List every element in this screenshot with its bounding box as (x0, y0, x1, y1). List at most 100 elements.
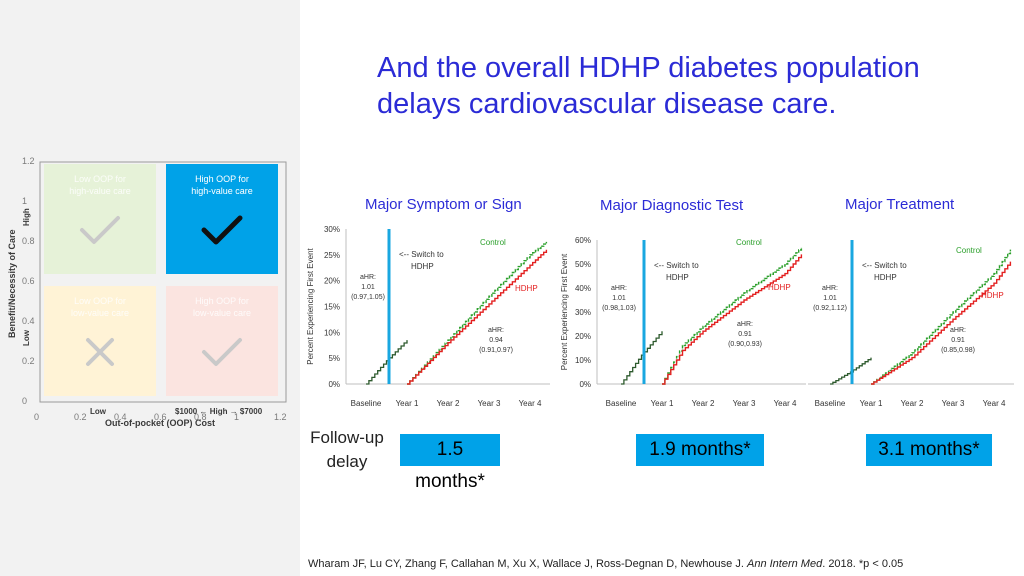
x-icon (86, 338, 114, 366)
quadrant-x-tick: 0 (34, 412, 39, 422)
x-tick-label: Year 3 (942, 399, 965, 408)
y-tick-label: 25% (324, 251, 340, 260)
x-tick-label: Year 4 (774, 399, 797, 408)
ahr-pre: (0.98,1.03) (602, 305, 636, 312)
delay-badge-treatment: 3.1 months* (866, 434, 992, 466)
ahr-post: aHR: (737, 321, 753, 328)
switch-label: <-- Switch to (654, 261, 699, 270)
y-tick-label: 40% (575, 284, 591, 293)
y-tick-label: 0% (579, 380, 591, 389)
x-tick-label: Year 2 (692, 399, 715, 408)
y-tick-label: 5% (328, 354, 340, 363)
ahr-pre: aHR: (360, 274, 376, 281)
switch-label: <-- Switch to (399, 250, 444, 259)
chart-title-symptom: Major Symptom or Sign (365, 196, 522, 213)
x-tick-label: Baseline (815, 399, 846, 408)
hdhp-series (407, 249, 548, 385)
hdhp-series (662, 254, 803, 385)
y-tick-label: 50% (575, 260, 591, 269)
switch-label-2: HDHP (666, 273, 689, 282)
baseline-series (366, 340, 408, 385)
check-icon (202, 338, 242, 366)
x-tick-label: Year 1 (396, 399, 419, 408)
quadrant-y-axis-label: Benefit/Necessity of Care (7, 229, 17, 338)
ahr-post: 0.91 (738, 331, 752, 338)
quadrant-y-tick: 1.2 (22, 156, 35, 166)
quadrant-box (166, 286, 278, 396)
quadrant-x-tick: 0.4 (114, 412, 127, 422)
quadrant-box (44, 164, 156, 274)
y-tick-label: 20% (324, 277, 340, 286)
control-series (662, 247, 803, 385)
quadrant-y-high: High (22, 208, 31, 226)
ahr-post: (0.85,0.98) (941, 347, 975, 354)
ahr-pre: aHR: (822, 285, 838, 292)
quadrant-x-high: $1000 ← High → $7000 (175, 407, 263, 416)
legend-hdhp: HDHP (515, 284, 538, 293)
y-tick-label: 0% (328, 380, 340, 389)
x-tick-label: Year 2 (437, 399, 460, 408)
x-tick-label: Year 3 (733, 399, 756, 408)
quadrant-box-label: Low OOP for (74, 296, 126, 306)
hdhp-series (871, 261, 1012, 385)
quadrant-box (166, 164, 278, 274)
ahr-pre: (0.92,1.12) (813, 305, 847, 312)
y-tick-label: 60% (575, 236, 591, 245)
ahr-post: 0.91 (951, 337, 965, 344)
slide-title: And the overall HDHP diabetes population… (377, 52, 920, 120)
delay-badge-diagnostic: 1.9 months* (636, 434, 764, 466)
quadrant-x-tick: 1 (234, 412, 239, 422)
check-icon (201, 215, 243, 245)
ahr-pre: 1.01 (361, 284, 375, 291)
x-tick-label: Baseline (606, 399, 637, 408)
y-tick-label: 20% (575, 332, 591, 341)
quadrant-x-tick: 0.2 (74, 412, 87, 422)
quadrant-y-tick: 0.8 (22, 236, 35, 246)
quadrant-box-label: high-value care (191, 186, 253, 196)
legend-control: Control (480, 238, 506, 247)
quadrant-x-low: Low (90, 407, 107, 416)
ahr-post: 0.94 (489, 337, 503, 344)
y-tick-label: 30% (575, 308, 591, 317)
follow-up-delay-label: Follow-up delay (310, 428, 384, 471)
switch-label: <-- Switch to (862, 261, 907, 270)
x-tick-label: Year 1 (651, 399, 674, 408)
quadrant-box-label: high-value care (69, 186, 131, 196)
delay-badge-symptom: 1.5 months* (400, 434, 500, 492)
quadrant-chart: 1.2 1 0.8 0.6 0.4 0.2 00 0.2 0.4 0.6 0.8 1 1.2 Low OO… (7, 156, 287, 428)
x-tick-label: Year 1 (860, 399, 883, 408)
legend-control: Control (956, 246, 982, 255)
x-tick-label: Year 3 (478, 399, 501, 408)
citation-journal: Ann Intern Med (746, 558, 823, 570)
quadrant-box-label: Low OOP for (74, 174, 126, 184)
quadrant-y-tick: 0.4 (22, 316, 35, 326)
ahr-post: (0.91,0.97) (479, 347, 513, 354)
quadrant-y-tick: 0 (22, 396, 27, 406)
quadrant-x-tick: 0.8 (194, 412, 207, 422)
baseline-series (621, 331, 663, 385)
quadrant-x-axis-label: Out-of-pocket (OOP) Cost (105, 418, 215, 428)
ahr-post: aHR: (950, 327, 966, 334)
quadrant-y-tick: 0.6 (22, 276, 35, 286)
quadrant-panel: 1.2 1 0.8 0.6 0.4 0.2 0 0 0.2 0.4 0.6 0.8 1 1.2 Low OO… (0, 0, 300, 576)
ahr-pre: aHR: (611, 285, 627, 292)
ahr-pre: 1.01 (823, 295, 837, 302)
legend-hdhp: HDHP (768, 283, 791, 292)
citation-authors: Wharam JF, Lu CY, Zhang F, Callahan M, X… (308, 558, 744, 570)
y-axis-label: Percent Experiencing First Event (306, 247, 315, 364)
y-axis-label: Percent Experiencing First Event (560, 253, 569, 370)
switch-label-2: HDHP (411, 262, 434, 271)
y-tick-label: 30% (324, 225, 340, 234)
x-tick-label: Year 4 (519, 399, 542, 408)
quadrant-box-label: High OOP for (195, 296, 249, 306)
control-series (871, 249, 1012, 385)
x-tick-label: Year 4 (983, 399, 1006, 408)
x-tick-label: Baseline (351, 399, 382, 408)
quadrant-box-label: High OOP for (195, 174, 249, 184)
quadrant-box-label: low-value care (193, 308, 251, 318)
quadrant-box (44, 286, 156, 396)
quadrant-box-label: low-value care (71, 308, 129, 318)
quadrant-y-tick: 1 (22, 196, 27, 206)
ahr-post: aHR: (488, 327, 504, 334)
y-tick-label: 10% (575, 356, 591, 365)
